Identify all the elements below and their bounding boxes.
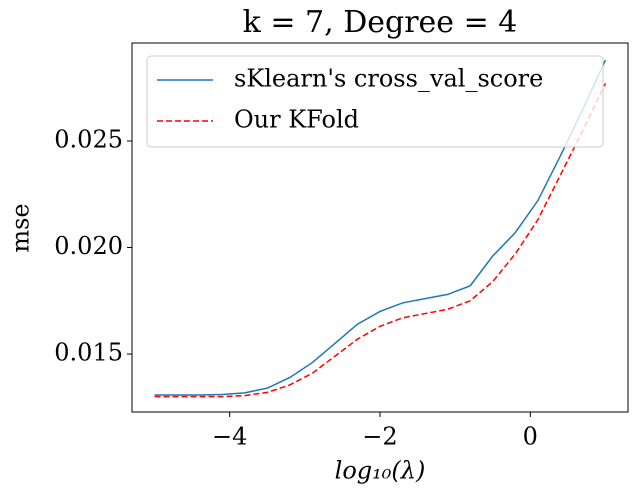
- legend: sKlearn's cross_val_score Our KFold: [146, 55, 604, 148]
- plot-area: [154, 59, 607, 398]
- y-tick-label: 0.020: [54, 232, 123, 260]
- legend-frame: [146, 55, 604, 148]
- x-tick-label: 0: [523, 423, 538, 451]
- data-line: [154, 83, 607, 398]
- y-tick-label: 0.025: [54, 126, 123, 154]
- x-axis-label: log₁₀(λ): [335, 457, 426, 485]
- legend-label: Our KFold: [234, 106, 359, 134]
- legend-label: sKlearn's cross_val_score: [234, 65, 543, 93]
- chart-title: k = 7, Degree = 4: [243, 5, 518, 40]
- y-axis-label: mse: [7, 203, 35, 252]
- x-tick-label: −4: [212, 423, 247, 451]
- x-tick-label: −2: [362, 423, 397, 451]
- data-line: [154, 59, 607, 396]
- y-tick-label: 0.015: [54, 339, 123, 367]
